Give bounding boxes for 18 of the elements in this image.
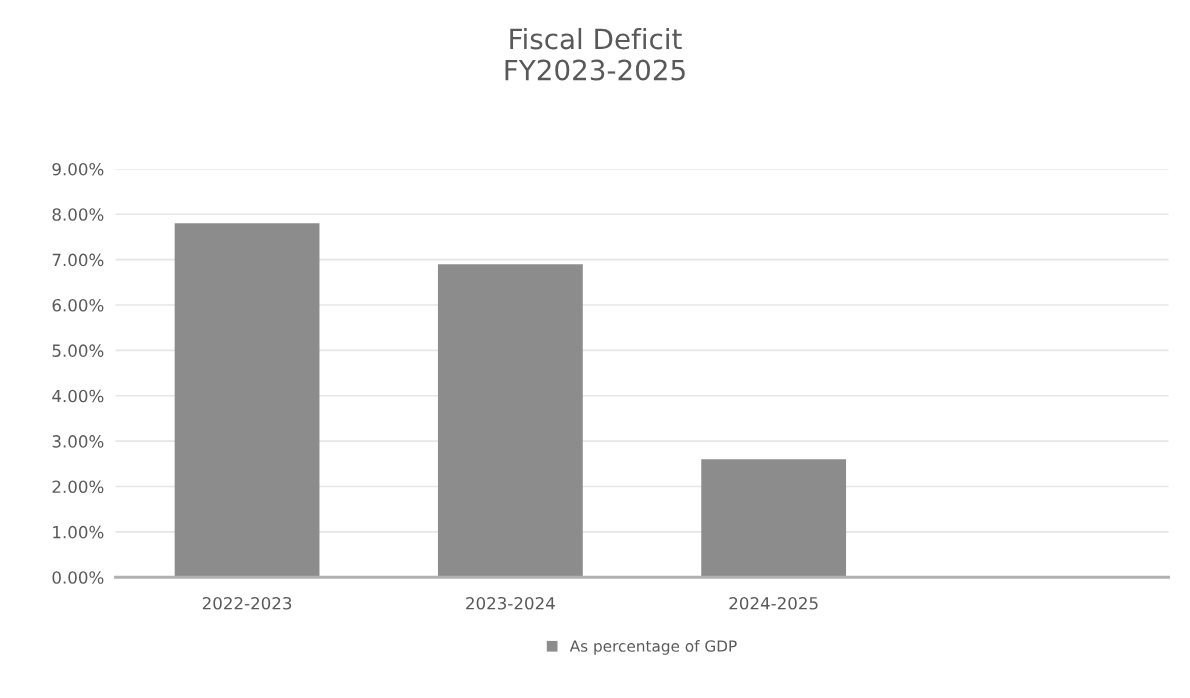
y-tick-label: 8.00% bbox=[52, 208, 104, 221]
x-tick-label: 2024-2025 bbox=[729, 596, 818, 610]
y-tick-label: 2.00% bbox=[52, 480, 104, 494]
bar bbox=[174, 223, 320, 578]
chart-title: Fiscal Deficit FY2023-2025 bbox=[505, 27, 685, 81]
y-tick-label: 5.00% bbox=[52, 344, 104, 357]
y-tick-label: 4.00% bbox=[52, 389, 104, 403]
legend-label: As percentage of GDP bbox=[569, 640, 737, 655]
bar bbox=[701, 459, 847, 578]
x-tick-label: 2023-2024 bbox=[466, 596, 555, 610]
y-tick-label: 1.00% bbox=[53, 525, 104, 539]
y-tick-label: 0.00% bbox=[52, 571, 104, 584]
y-tick-label: 3.00% bbox=[52, 435, 104, 448]
y-tick-label: 6.00% bbox=[52, 298, 104, 312]
y-tick-label: 9.00% bbox=[52, 162, 104, 176]
bar bbox=[437, 264, 583, 578]
y-tick-label: 7.00% bbox=[52, 253, 104, 267]
x-tick-label: 2022-2023 bbox=[202, 596, 292, 610]
